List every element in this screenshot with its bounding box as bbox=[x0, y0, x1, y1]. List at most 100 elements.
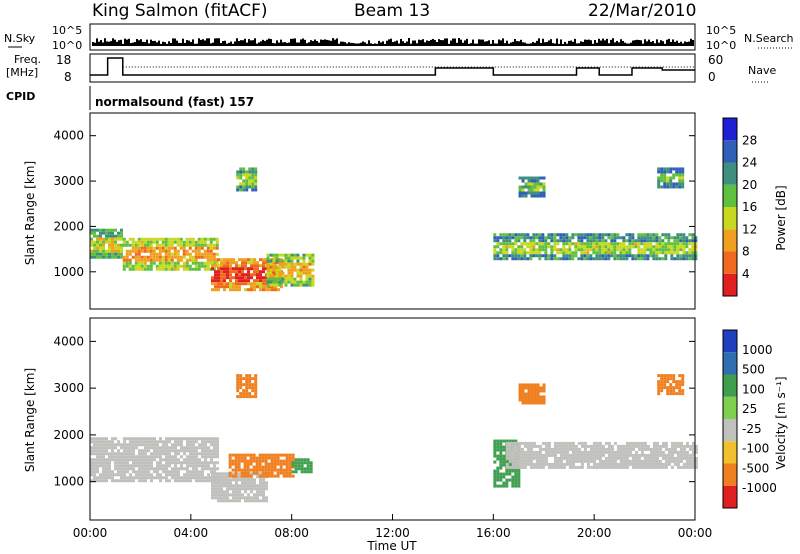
echo-cell bbox=[188, 255, 192, 259]
echo-cell bbox=[146, 237, 150, 241]
echo-cell bbox=[189, 470, 192, 474]
echo-cell bbox=[216, 443, 219, 447]
echo-cell bbox=[524, 395, 528, 399]
echo-cell bbox=[284, 274, 288, 278]
sky-noise-bar bbox=[468, 43, 470, 46]
sky-noise-bar bbox=[596, 42, 598, 46]
echo-cell bbox=[592, 245, 596, 249]
echo-cell bbox=[688, 465, 692, 469]
echo-cell bbox=[126, 455, 129, 459]
echo-cell bbox=[216, 440, 219, 444]
colorbar-segment bbox=[723, 140, 737, 163]
echo-cell bbox=[182, 255, 186, 259]
echo-cell bbox=[93, 452, 96, 456]
echo-cell bbox=[574, 465, 578, 469]
echo-cell bbox=[299, 280, 303, 284]
echo-cell bbox=[213, 446, 216, 450]
echo-cell bbox=[249, 462, 253, 466]
echo-cell bbox=[170, 261, 174, 265]
echo-cell bbox=[236, 185, 240, 189]
echo-cell bbox=[204, 449, 207, 453]
echo-cell bbox=[562, 450, 566, 454]
echo-cell bbox=[280, 285, 283, 289]
velocity-panel-frame bbox=[89, 317, 696, 521]
echo-cell bbox=[658, 450, 662, 454]
echo-cell bbox=[511, 481, 515, 485]
echo-cell bbox=[553, 254, 557, 258]
echo-cell bbox=[553, 441, 557, 445]
echo-cell bbox=[266, 274, 270, 278]
echo-cell bbox=[536, 176, 540, 180]
echo-cell bbox=[293, 268, 297, 272]
echo-cell bbox=[538, 236, 542, 240]
echo-cell bbox=[143, 264, 147, 268]
echo-cell bbox=[688, 462, 692, 466]
echo-cell bbox=[108, 461, 111, 465]
echo-cell bbox=[553, 245, 557, 249]
echo-cell bbox=[303, 467, 307, 471]
echo-cell bbox=[229, 267, 232, 271]
echo-cell bbox=[562, 257, 566, 261]
echo-cell bbox=[159, 467, 162, 471]
echo-cell bbox=[649, 456, 653, 460]
echo-cell bbox=[266, 253, 270, 257]
echo-cell bbox=[158, 264, 162, 268]
echo-cell bbox=[253, 267, 256, 271]
echo-cell bbox=[147, 458, 150, 462]
echo-cell bbox=[247, 273, 250, 277]
sky-noise-bar bbox=[594, 40, 596, 46]
echo-cell bbox=[144, 446, 147, 450]
echo-cell bbox=[223, 288, 226, 292]
echo-cell bbox=[643, 233, 647, 237]
echo-cell bbox=[150, 479, 153, 483]
echo-cell bbox=[643, 459, 647, 463]
sky-noise-bar bbox=[646, 41, 648, 46]
echo-cell bbox=[595, 254, 599, 258]
echo-cell bbox=[688, 459, 692, 463]
echo-cell bbox=[217, 273, 220, 277]
echo-cell bbox=[649, 248, 653, 252]
echo-cell bbox=[619, 444, 623, 448]
sky-noise-bar bbox=[214, 38, 216, 46]
echo-cell bbox=[226, 478, 229, 482]
echo-cell bbox=[189, 455, 192, 459]
echo-cell bbox=[311, 277, 315, 281]
echo-cell bbox=[669, 383, 673, 387]
echo-cell bbox=[108, 470, 111, 474]
echo-cell bbox=[162, 452, 165, 456]
echo-cell bbox=[248, 179, 252, 183]
sky-noise-bar bbox=[226, 43, 228, 46]
echo-cell bbox=[244, 481, 247, 485]
echo-cell bbox=[220, 493, 223, 497]
echo-cell bbox=[311, 259, 315, 263]
echo-cell bbox=[658, 453, 662, 457]
echo-cell bbox=[141, 476, 144, 480]
echo-cell bbox=[173, 267, 177, 271]
echo-cell bbox=[682, 245, 686, 249]
echo-cell bbox=[553, 239, 557, 243]
echo-cell bbox=[238, 475, 241, 479]
echo-cell bbox=[186, 440, 189, 444]
echo-cell bbox=[306, 470, 310, 474]
echo-cell bbox=[238, 499, 241, 503]
echo-cell bbox=[195, 437, 198, 441]
echo-cell bbox=[691, 233, 695, 237]
echo-cell bbox=[619, 257, 623, 261]
echo-cell bbox=[256, 490, 259, 494]
echo-cell bbox=[238, 496, 241, 500]
echo-cell bbox=[688, 444, 692, 448]
echo-cell bbox=[180, 443, 183, 447]
echo-cell bbox=[259, 493, 262, 497]
echo-cell bbox=[309, 467, 313, 471]
echo-cell bbox=[203, 243, 207, 247]
echo-cell bbox=[673, 450, 677, 454]
echo-cell bbox=[685, 245, 689, 249]
echo-cell bbox=[565, 233, 569, 237]
echo-cell bbox=[204, 446, 207, 450]
sky-noise-bar bbox=[434, 40, 436, 46]
echo-cell bbox=[646, 456, 650, 460]
echo-cell bbox=[170, 237, 174, 241]
echo-cell bbox=[152, 252, 156, 256]
echo-cell bbox=[655, 233, 659, 237]
echo-cell bbox=[226, 499, 229, 503]
